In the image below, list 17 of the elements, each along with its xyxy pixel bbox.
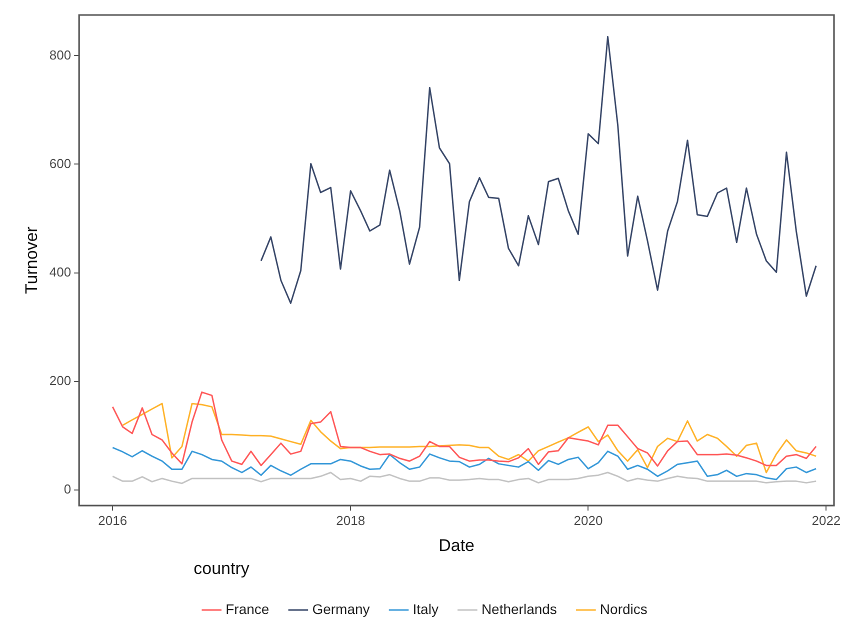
y-tick-label: 600 xyxy=(49,156,72,171)
x-tick-label: 2016 xyxy=(98,512,128,528)
legend-label: Netherlands xyxy=(481,600,557,617)
legend-label: Nordics xyxy=(600,600,648,617)
legend-label: France xyxy=(226,600,270,617)
legend-title: country xyxy=(194,558,250,578)
y-tick-label: 200 xyxy=(49,372,72,388)
y-tick-label: 800 xyxy=(49,47,72,62)
x-axis-title: Date xyxy=(438,536,475,556)
legend-label: Italy xyxy=(412,600,438,617)
y-tick-label: 400 xyxy=(49,264,72,280)
x-tick-label: 2022 xyxy=(812,512,841,528)
y-tick-label: 0 xyxy=(64,481,72,496)
legend-label: Germany xyxy=(312,600,370,617)
y-axis-title: Turnover xyxy=(22,226,41,294)
x-tick-label: 2018 xyxy=(336,512,366,528)
x-tick-label: 2020 xyxy=(574,512,603,528)
